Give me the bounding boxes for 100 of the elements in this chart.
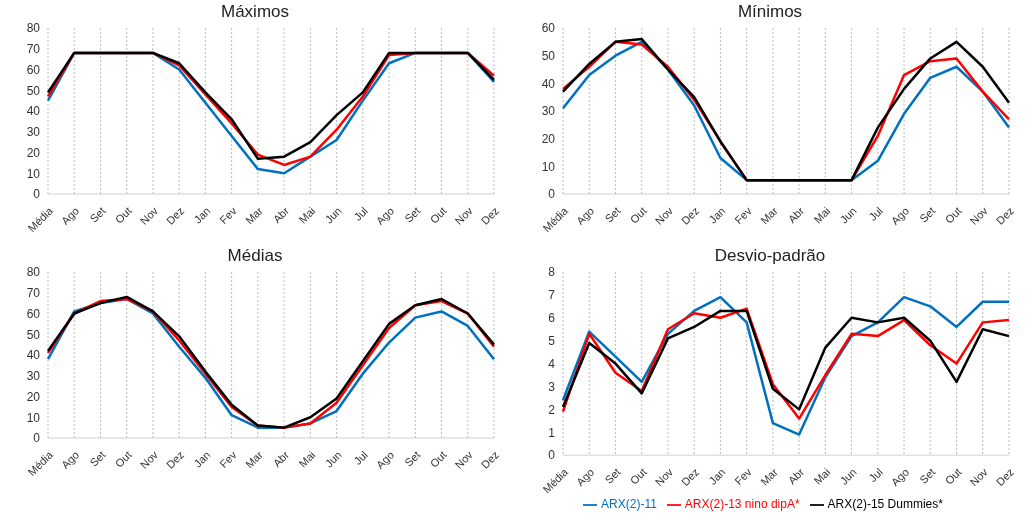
legend-label: ARX(2)-13 nino dipA* [684, 497, 800, 512]
y-tick-label: 20 [541, 131, 556, 146]
x-tick-label: Out [627, 204, 649, 226]
y-tick-label: 70 [26, 42, 41, 57]
x-tick-label: Set [917, 204, 938, 225]
y-tick-label: 30 [26, 125, 41, 140]
x-tick-label: Mar [758, 204, 781, 227]
y-tick-label: 50 [26, 327, 41, 342]
x-tick-label: Mai [296, 448, 318, 470]
x-tick-label: Jul [351, 448, 370, 468]
x-tick-label: Set [602, 465, 623, 486]
x-tick-label: Mar [243, 204, 266, 227]
y-tick-label: 40 [541, 76, 556, 91]
y-tick-label: 0 [33, 431, 41, 446]
x-tick-label: Abr [270, 204, 292, 226]
x-tick-label: Mai [296, 204, 318, 226]
x-tick-label: Fev [732, 204, 755, 227]
x-tick-label: Mai [811, 204, 833, 226]
y-tick-label: 80 [26, 265, 41, 280]
x-tick-label: Ago [58, 204, 82, 227]
x-tick-label: Jul [351, 204, 370, 224]
y-tick-label: 8 [548, 265, 556, 280]
x-tick-label: Jul [866, 204, 885, 224]
x-tick-label: Out [112, 448, 134, 470]
x-tick-label: Out [427, 204, 449, 226]
x-tick-label: Jun [837, 465, 859, 487]
x-tick-label: Ago [573, 204, 597, 227]
x-tick-label: Set [917, 465, 938, 486]
x-tick-label: Out [942, 465, 964, 487]
x-tick-label: Nov [967, 204, 991, 227]
y-tick-label: 40 [26, 104, 41, 119]
x-tick-label: Dez [478, 204, 502, 227]
x-tick-label: Ago [373, 448, 397, 471]
x-tick-label: Abr [270, 448, 292, 470]
x-tick-label: Set [602, 204, 623, 225]
y-tick-label: 6 [548, 311, 556, 326]
y-tick-label: 30 [26, 369, 41, 384]
x-tick-label: Jan [191, 204, 213, 226]
y-tick-label: 60 [26, 62, 41, 77]
x-tick-label: Dez [478, 448, 502, 471]
x-tick-label: Nov [652, 204, 676, 227]
x-tick-label: Dez [993, 465, 1017, 489]
x-tick-label: Jun [837, 204, 859, 226]
x-tick-label: Nov [452, 448, 476, 471]
chart-title: Mínimos [736, 2, 804, 22]
x-tick-label: Dez [678, 465, 702, 489]
x-tick-label: Set [402, 204, 423, 225]
y-tick-label: 20 [26, 145, 41, 160]
legend-label: ARX(2)-15 Dummies* [827, 497, 943, 512]
x-tick-label: Jun [322, 204, 344, 226]
x-tick-label: Dez [993, 204, 1017, 227]
y-tick-label: 10 [26, 166, 41, 181]
x-tick-label: Mar [758, 465, 781, 488]
x-tick-label: Set [87, 448, 108, 469]
y-tick-label: 30 [541, 104, 556, 119]
x-tick-label: Out [112, 204, 134, 226]
x-tick-label: Nov [652, 465, 676, 489]
x-tick-label: Out [942, 204, 964, 226]
x-tick-label: Mar [243, 448, 266, 471]
y-tick-label: 60 [541, 21, 556, 36]
x-tick-label: Out [427, 448, 449, 470]
y-tick-label: 5 [548, 333, 556, 348]
x-tick-label: Out [627, 465, 649, 487]
x-tick-label: Dez [678, 204, 702, 227]
x-tick-label: Dez [163, 204, 187, 227]
x-tick-label: Abr [785, 465, 807, 487]
x-tick-label: Fev [217, 204, 240, 227]
y-tick-label: 10 [541, 159, 556, 174]
x-tick-label: Ago [573, 465, 597, 489]
y-tick-label: 20 [26, 389, 41, 404]
y-tick-label: 0 [548, 187, 556, 202]
y-tick-label: 50 [26, 83, 41, 98]
y-tick-label: 0 [548, 448, 556, 463]
x-tick-label: Set [402, 448, 423, 469]
x-tick-label: Abr [785, 204, 807, 226]
x-tick-label: Jan [706, 465, 728, 487]
x-tick-label: Ago [888, 465, 912, 489]
y-tick-label: 3 [548, 379, 556, 394]
chart-title: Desvio-padrão [713, 246, 827, 266]
legend-label: ARX(2)-11 [601, 497, 657, 512]
x-tick-label: Ago [373, 204, 397, 227]
x-tick-label: Jan [706, 204, 728, 226]
x-tick-label: Ago [888, 204, 912, 227]
x-tick-label: Nov [137, 448, 161, 471]
x-tick-label: Fev [732, 465, 755, 488]
chart-title: Máximos [220, 2, 290, 22]
x-tick-label: Fev [217, 448, 240, 471]
y-tick-label: 80 [26, 21, 41, 36]
y-tick-label: 60 [26, 306, 41, 321]
y-tick-label: 50 [541, 48, 556, 63]
y-tick-label: 40 [26, 348, 41, 363]
chart-title: Médias [226, 246, 284, 266]
x-tick-label: Nov [967, 465, 991, 489]
x-tick-label: Jun [322, 448, 344, 470]
y-tick-label: 2 [548, 402, 556, 417]
x-tick-label: Mai [811, 465, 833, 487]
x-tick-label: Set [87, 204, 108, 225]
x-tick-label: Dez [163, 448, 187, 471]
y-tick-label: 0 [33, 187, 41, 202]
y-tick-label: 70 [26, 286, 41, 301]
